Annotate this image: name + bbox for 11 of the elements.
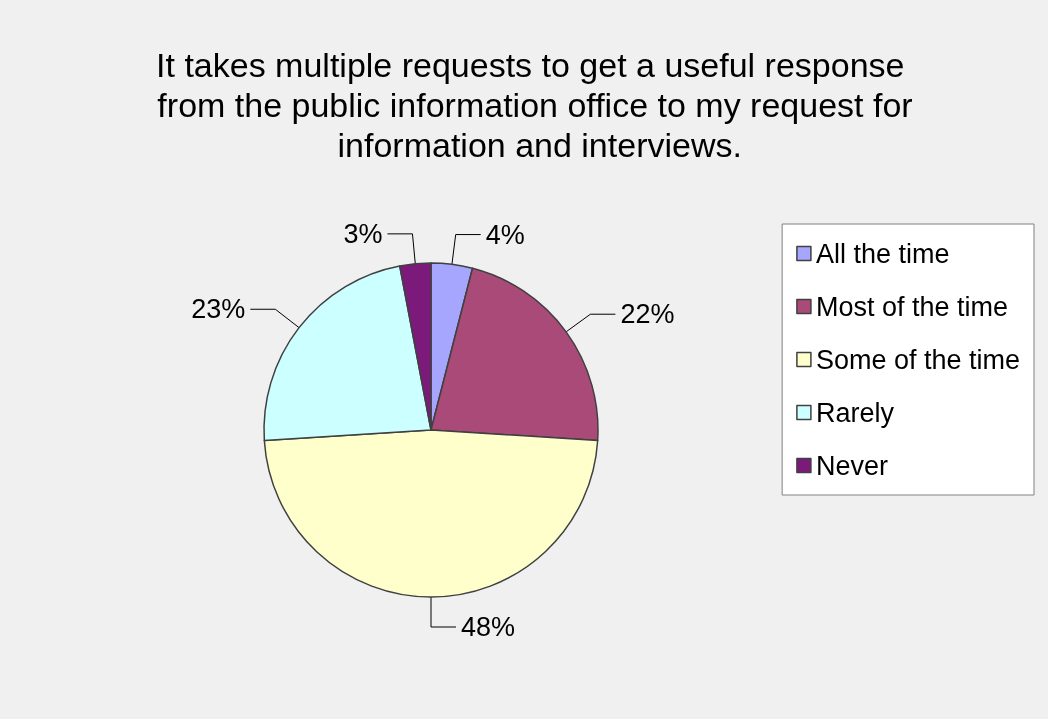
legend-label: Never bbox=[815, 450, 888, 481]
legend-label: Some of the time bbox=[815, 344, 1021, 375]
legend-label: Rarely bbox=[815, 397, 895, 428]
data-label: 48% bbox=[461, 612, 516, 642]
legend-label: Most of the time bbox=[815, 291, 1008, 322]
data-label: 4% bbox=[485, 219, 525, 250]
chart-title: It takes multiple requests to get a useful response from the public information office to my request for information and interviews. bbox=[156, 46, 914, 164]
data-label: 23% bbox=[191, 294, 246, 325]
legend-label: All the time bbox=[815, 238, 950, 269]
data-label: 22% bbox=[620, 299, 675, 330]
data-label: 3% bbox=[343, 218, 383, 249]
